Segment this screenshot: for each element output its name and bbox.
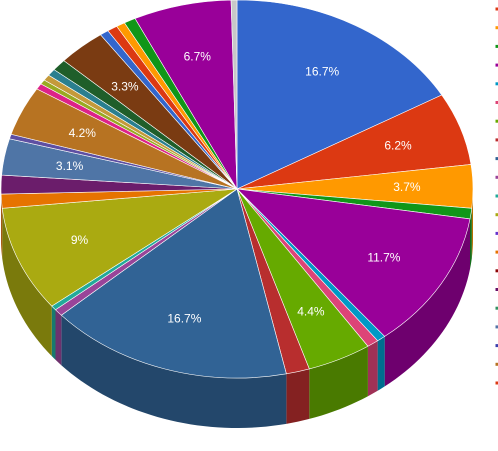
pie-slice-9[interactable] (60, 188, 287, 379)
slice-label-17: 4.2% (69, 126, 97, 140)
pie-side-7 (309, 346, 368, 419)
pie-side-3 (470, 208, 472, 269)
slice-label-0: 16.7% (305, 64, 339, 78)
slice-label-4: 11.7% (367, 250, 400, 264)
legend-marker-18 (495, 344, 498, 348)
slice-labels: 16.7% 6.2% 3.7% 11.7% 4.4% 16.7% 9% 3.1% 4.2% 3.3… (56, 50, 421, 326)
legend-marker-14 (495, 269, 498, 273)
pie-slice-12[interactable] (1, 188, 238, 307)
legend-marker-4 (495, 82, 498, 86)
legend-marker-3 (495, 63, 498, 67)
slice-label-28: 6.7% (184, 50, 212, 64)
pie-sides (1, 189, 473, 428)
pie-side-11 (51, 306, 56, 360)
legend-marker-16 (495, 306, 498, 310)
legend-marker-19 (495, 362, 498, 366)
pie-side-4 (384, 218, 471, 387)
legend-marker-7 (495, 138, 498, 142)
pie-side-6 (367, 340, 378, 397)
slice-label-15: 3.1% (56, 159, 84, 173)
slice-label-7: 4.4% (297, 305, 325, 319)
pie-slice-0[interactable] (236, 0, 443, 190)
legend-marker-15 (495, 288, 498, 291)
pie-side-8 (286, 368, 310, 424)
slice-label-23: 3.3% (111, 80, 139, 94)
legend-marker-6 (495, 119, 498, 123)
legend-marker-0 (495, 7, 498, 11)
slice-label-12: 9% (71, 233, 89, 247)
slice-label-1: 6.2% (384, 139, 412, 153)
pie-side-13 (1, 194, 3, 259)
legend-marker-8 (495, 157, 498, 161)
legend-marker-20 (495, 381, 498, 385)
legend-marker-11 (495, 213, 498, 217)
pie-side-5 (377, 336, 385, 391)
legend-marker-9 (495, 175, 498, 179)
pie-side-9 (61, 315, 287, 428)
legend-marker-13 (495, 250, 498, 254)
pie-slice-29[interactable] (230, 0, 238, 190)
legend (495, 7, 498, 385)
pie-slices (0, 0, 474, 379)
pie-side-12 (2, 208, 52, 357)
legend-marker-1 (495, 26, 498, 30)
legend-marker-10 (495, 194, 498, 198)
legend-marker-2 (495, 44, 498, 48)
legend-marker-5 (495, 101, 498, 104)
slice-label-9: 16.7% (167, 311, 201, 325)
legend-marker-17 (495, 325, 498, 329)
legend-marker-12 (495, 231, 498, 235)
pie-side-10 (55, 309, 62, 366)
pie-slice-4[interactable] (236, 188, 471, 337)
slice-label-2: 3.7% (393, 180, 421, 194)
